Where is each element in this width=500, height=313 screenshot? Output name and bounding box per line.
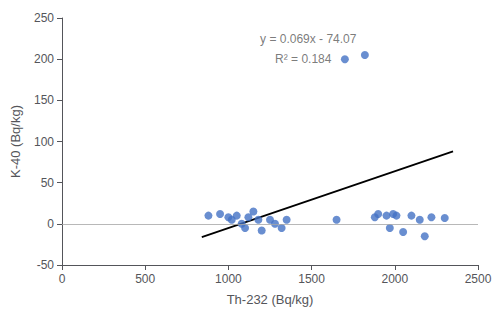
svg-text:1500: 1500 <box>298 272 325 286</box>
svg-text:2500: 2500 <box>465 272 492 286</box>
svg-text:1000: 1000 <box>215 272 242 286</box>
svg-text:0: 0 <box>59 272 66 286</box>
svg-text:150: 150 <box>34 93 54 107</box>
svg-text:500: 500 <box>135 272 155 286</box>
svg-text:Th-232 (Bq/kg): Th-232 (Bq/kg) <box>227 292 314 307</box>
svg-text:0: 0 <box>47 217 54 231</box>
svg-text:200: 200 <box>34 52 54 66</box>
svg-text:y = 0.069x - 74.07: y = 0.069x - 74.07 <box>260 32 357 46</box>
svg-text:100: 100 <box>34 135 54 149</box>
svg-text:R² = 0.184: R² = 0.184 <box>275 52 332 66</box>
svg-text:K-40 (Bq/kg): K-40 (Bq/kg) <box>8 105 23 178</box>
svg-text:2000: 2000 <box>381 272 408 286</box>
svg-text:-50: -50 <box>37 258 55 272</box>
svg-text:50: 50 <box>41 176 55 190</box>
svg-text:250: 250 <box>34 11 54 25</box>
